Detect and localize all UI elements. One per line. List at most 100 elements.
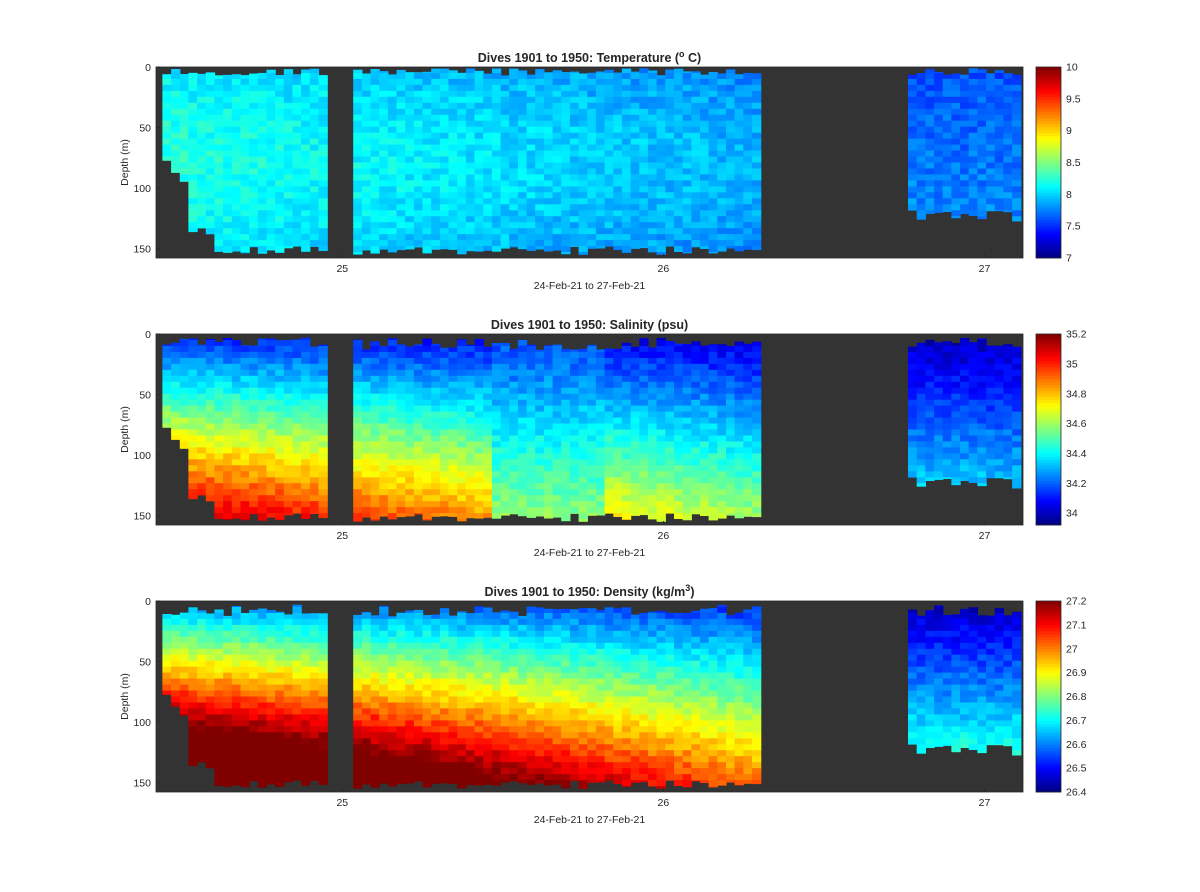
heatmap-cell (413, 234, 424, 241)
heatmap-cell (500, 84, 510, 92)
heatmap-cell (647, 114, 658, 122)
heatmap-cell (491, 96, 502, 104)
heatmap-cell (422, 345, 432, 353)
heatmap-cell (249, 228, 259, 235)
heatmap-cell (318, 150, 328, 158)
heatmap-cell (509, 174, 519, 181)
heatmap-cell (543, 435, 554, 443)
heatmap-cell (205, 738, 216, 745)
heatmap-cell (301, 459, 311, 466)
heatmap-cell (318, 369, 328, 377)
heatmap-cell (578, 114, 588, 122)
colorbar-frame (1035, 333, 1062, 526)
heatmap-cell (309, 114, 320, 122)
heatmap-cell (257, 192, 268, 199)
heatmap-cell (205, 351, 216, 359)
colorbar-segment (1036, 78, 1061, 83)
heatmap-cell (197, 750, 207, 757)
heatmap-cell (656, 192, 666, 199)
heatmap-cell (656, 417, 666, 425)
heatmap-cell (275, 138, 285, 146)
heatmap-cell (587, 240, 597, 247)
heatmap-cell (1012, 168, 1022, 176)
heatmap-cell (197, 138, 207, 146)
heatmap-cell (717, 73, 727, 80)
heatmap-cell (431, 387, 441, 395)
heatmap-cell (595, 483, 606, 490)
heatmap-cell (526, 126, 536, 134)
heatmap-cell (379, 114, 389, 122)
heatmap-cell (231, 666, 242, 674)
heatmap-cell (630, 126, 640, 134)
heatmap-cell (231, 363, 242, 371)
heatmap-cell (405, 96, 415, 104)
heatmap-cell (630, 132, 640, 140)
heatmap-cell (483, 357, 493, 365)
heatmap-cell (934, 174, 944, 181)
heatmap-cell (188, 459, 198, 466)
heatmap-cell (457, 180, 467, 187)
heatmap-cell (509, 132, 519, 140)
heatmap-cell (960, 411, 970, 419)
heatmap-cell (569, 186, 580, 193)
heatmap-cell (318, 411, 328, 419)
heatmap-cell (578, 447, 588, 454)
heatmap-cell (743, 459, 753, 466)
heatmap-cell (223, 234, 233, 241)
heatmap-cell (205, 102, 216, 110)
heatmap-cell (214, 642, 224, 650)
heatmap-cell (509, 465, 519, 472)
heatmap-cell (578, 126, 588, 134)
heatmap-cell (587, 393, 597, 401)
heatmap-cell (916, 405, 926, 413)
heatmap-cell (231, 411, 242, 419)
heatmap-cell (439, 246, 450, 250)
heatmap-cell (951, 387, 961, 395)
heatmap-cell (509, 228, 519, 235)
heatmap-cell (500, 234, 510, 241)
heatmap-cell (613, 234, 623, 241)
heatmap-cell (188, 435, 198, 443)
heatmap-cell (977, 465, 987, 472)
heatmap-cell (621, 174, 632, 181)
heatmap-cell (656, 180, 666, 187)
heatmap-cell (717, 222, 727, 229)
heatmap-cell (908, 186, 918, 193)
heatmap-cell (214, 648, 224, 656)
heatmap-cell (240, 363, 250, 371)
heatmap-cell (413, 369, 424, 377)
heatmap-cell (188, 756, 198, 763)
heatmap-cell (387, 78, 398, 86)
heatmap-cell (734, 132, 744, 140)
heatmap-cell (266, 180, 276, 187)
heatmap-cell (552, 471, 562, 478)
heatmap-cell (309, 453, 320, 460)
heatmap-cell (734, 357, 744, 365)
heatmap-cell (275, 435, 285, 443)
heatmap-cell (977, 198, 987, 205)
heatmap-cell (361, 351, 372, 359)
heatmap-cell (726, 489, 736, 496)
heatmap-cell (613, 84, 623, 92)
heatmap-cell (552, 216, 562, 223)
heatmap-cell (162, 624, 172, 632)
heatmap-cell (1012, 96, 1022, 104)
heatmap-cell (752, 102, 762, 110)
heatmap-cell (179, 708, 190, 715)
heatmap-cell (552, 507, 562, 514)
colorbar-segment (1036, 435, 1061, 439)
heatmap-cell (994, 138, 1004, 146)
heatmap-cell (934, 417, 944, 425)
heatmap-cell (179, 120, 190, 128)
heatmap-cell (387, 340, 398, 347)
heatmap-cell (717, 240, 727, 247)
heatmap-cell (647, 102, 658, 110)
heatmap-cell (682, 399, 692, 407)
heatmap-cell (509, 417, 519, 425)
x-axis: 25 26 27 24-Feb-21 to 27-Feb-21 (336, 254, 990, 292)
heatmap-cell (205, 405, 216, 413)
heatmap-cell (621, 423, 632, 431)
heatmap-cell (249, 180, 259, 187)
heatmap-cell (674, 186, 684, 193)
heatmap-cell (431, 240, 441, 247)
